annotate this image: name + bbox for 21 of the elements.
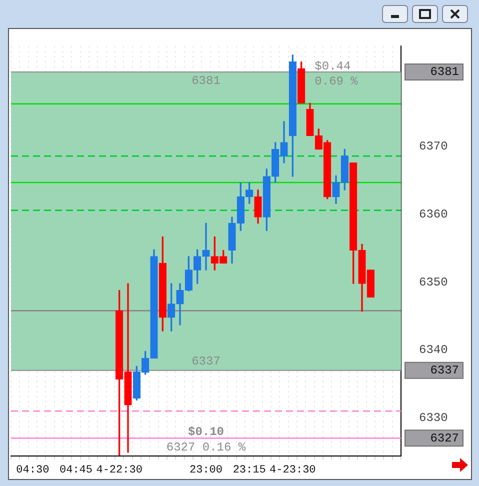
annotation: 6337 [192,354,220,369]
x-tick-label: 4-22:30 [96,464,142,476]
annotation: 6381 [192,74,220,88]
ref-line-label: 6381 [430,65,459,80]
x-tick-label: 23:15 [232,464,266,476]
annotation: 0.69 % [314,74,359,89]
y-tick-label: 6360 [419,208,448,222]
y-tick-label: 6370 [419,140,448,154]
annotation: $0.10 [188,424,224,439]
y-tick-label: 6330 [419,410,448,425]
x-tick-label: 4-23:30 [270,464,316,476]
annotation: 6327 0.16 % [166,440,246,454]
y-tick-label: 6340 [419,343,448,358]
candlestick [202,222,210,270]
ref-line-label: 6337 [430,364,459,378]
x-tick-label: 04:45 [59,464,93,476]
y-tick-label: 6350 [419,275,448,290]
x-tick-label: 04:30 [16,464,50,476]
x-tick-label: 23:00 [189,464,223,476]
ref-line-label: 6327 [430,431,459,446]
annotation: $0.44 [314,60,351,74]
